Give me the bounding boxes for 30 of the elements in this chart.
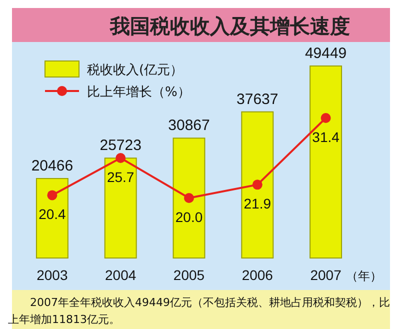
data-label: 31.4 (312, 129, 340, 145)
data-label: 37637 (236, 90, 278, 108)
data-label: 20.0 (175, 209, 203, 225)
x-axis-title: （年） (346, 269, 382, 283)
x-tick-label: 2003 (36, 267, 68, 283)
point (47, 190, 58, 200)
legend-label: 税收收入(亿元） (87, 63, 184, 78)
data-label: 49449 (304, 45, 347, 62)
x-tick-label: 2004 (105, 267, 136, 283)
point (116, 153, 126, 163)
data-label: 30867 (168, 117, 210, 134)
legend-label: 比上年增长（%） (87, 85, 190, 100)
chart-title: 我国税收收入及其增长速度 (109, 14, 350, 38)
data-label: 21.9 (244, 196, 272, 212)
x-tick-label: 2005 (173, 267, 205, 283)
x-tick-label: 2006 (242, 267, 274, 283)
data-label: 20466 (31, 158, 74, 175)
data-label: 25723 (100, 137, 142, 154)
bar (104, 158, 137, 258)
bar (310, 66, 342, 258)
data-label: 20.4 (38, 206, 66, 222)
text: 2007年全年税收收入49449亿元（不包括关税、耕地占用税和契税），比上年增加11813亿元。 (8, 295, 391, 328)
point (184, 193, 194, 203)
x-tick-label: 2007 (310, 267, 342, 283)
point (320, 113, 331, 123)
bar (172, 138, 206, 258)
bar (241, 111, 274, 258)
bar (36, 178, 68, 258)
data-label: 25.7 (106, 169, 134, 185)
point (252, 180, 262, 190)
